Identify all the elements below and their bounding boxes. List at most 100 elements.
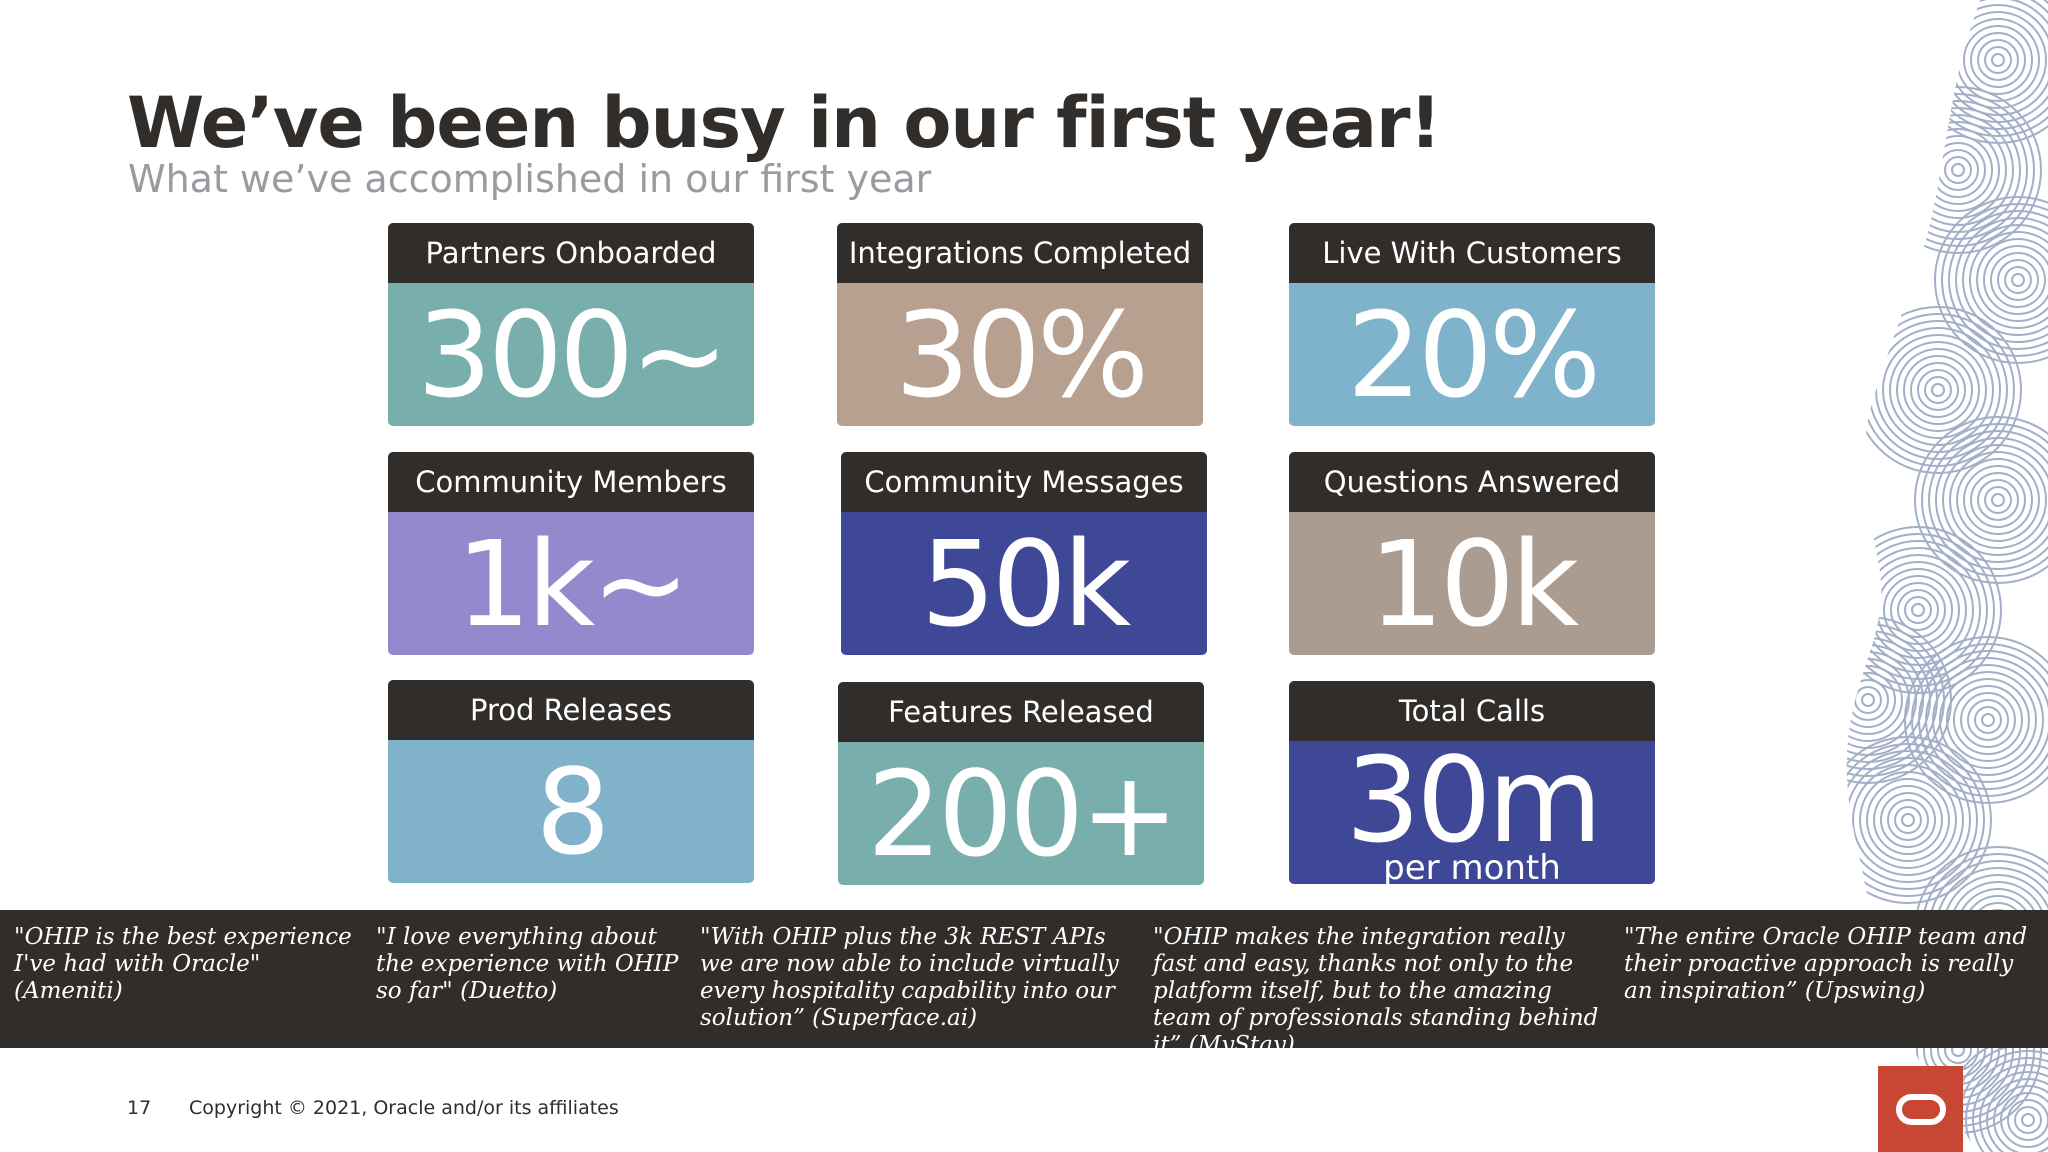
stat-value: 20% [1346, 285, 1601, 424]
stat-label: Integrations Completed [837, 223, 1203, 283]
swirl-ring [1941, 203, 2048, 357]
swirl-ring [1948, 210, 2048, 350]
swirl-ring [1921, 423, 2048, 577]
swirl-ring [1967, 699, 2009, 741]
swirl-ring [1910, 362, 1966, 418]
swirl-ring [1972, 1064, 2048, 1152]
swirl-ring [1866, 778, 1950, 862]
swirl-ring [2000, 1092, 2048, 1148]
swirl-ring [1928, 430, 2048, 570]
swirl-ring [1930, 142, 1986, 198]
swirl-ring [1846, 526, 2002, 694]
swirl-ring [1955, 217, 2048, 343]
swirl-ring [1935, 437, 2048, 563]
swirl-ring [1970, 32, 2026, 88]
swirl-ring [1846, 658, 1910, 742]
slide-subtitle: What we’ve accomplished in our first yea… [128, 157, 932, 201]
swirl-ring [1977, 479, 2019, 521]
copyright-notice: Copyright © 2021, Oracle and/or its affi… [189, 1097, 619, 1119]
swirl-ring [1986, 1078, 2048, 1152]
stat-label: Community Members [388, 452, 754, 512]
swirl-ring [1946, 678, 2030, 762]
stat-tile-features-released: Features Released 200+ [838, 682, 1204, 885]
swirl-ring [1983, 245, 2048, 315]
testimonial-quote: "With OHIP plus the 3k REST APIs we are … [700, 924, 1119, 1031]
swirl-ring [1997, 259, 2039, 301]
swirl-ring [1963, 25, 2033, 95]
swirl-ring [1931, 383, 1945, 397]
stat-label: Prod Releases [388, 680, 754, 740]
stat-value: 200+ [866, 744, 1179, 883]
stat-body: 20% [1289, 283, 1655, 426]
swirl-ring [1965, 1057, 2048, 1152]
swirl-ring [1916, 128, 2000, 212]
swirl-ring [1917, 369, 1959, 411]
swirl-ring [1846, 616, 1952, 784]
swirl-ring [2014, 1106, 2042, 1134]
swirl-ring [1889, 341, 1987, 439]
swirl-ring [1944, 156, 1972, 184]
swirl-ring [1939, 671, 2037, 769]
swirl-ring [1846, 665, 1903, 735]
swirl-ring [2004, 266, 2032, 294]
swirl-ring [1852, 764, 1964, 876]
swirl-ring [1956, 458, 2040, 542]
swirl-ring [1902, 114, 2014, 226]
swirl-ring [1951, 163, 1965, 177]
swirl-ring [2011, 273, 2025, 287]
stat-tile-partners-onboarded: Partners Onboarded 300~ [388, 223, 754, 426]
swirl-ring [1974, 706, 2002, 734]
stat-tile-community-messages: Community Messages 50k [841, 452, 1207, 655]
stat-body: 200+ [838, 742, 1204, 885]
stat-body: 30% [837, 283, 1203, 426]
stat-tile-questions-answered: Questions Answered 10k [1289, 452, 1655, 655]
swirl-ring [1846, 637, 1931, 763]
stat-body: 30m per month [1289, 730, 1655, 884]
swirl-ring [1846, 757, 1971, 883]
swirl-ring [1904, 596, 1932, 624]
stat-value: 30m [1345, 730, 1602, 869]
swirl-ring [1993, 1085, 2048, 1152]
swirl-ring [1969, 231, 2048, 329]
stat-label: Partners Onboarded [388, 223, 754, 283]
slide-title: We’ve been busy in our first year! [127, 82, 1441, 164]
swirl-ring [1882, 334, 1994, 446]
stat-label: Live With Customers [1289, 223, 1655, 283]
swirl-ring [1873, 785, 1943, 855]
testimonial-quote: "The entire Oracle OHIP team and their p… [1624, 924, 2028, 1004]
oracle-logo-icon [1878, 1066, 1963, 1152]
swirl-ring [1904, 636, 2048, 804]
swirl-ring [1984, 486, 2012, 514]
swirl-ring [1901, 813, 1915, 827]
swirl-ring [1846, 533, 1995, 687]
swirl-ring [1846, 672, 1896, 728]
stat-label: Community Messages [841, 452, 1207, 512]
stat-tile-total-calls: Total Calls 30m per month [1289, 681, 1655, 884]
stat-subtext: per month [1383, 848, 1561, 884]
swirl-ring [1854, 306, 2022, 474]
swirl-ring [1962, 224, 2048, 336]
stat-value: 1k~ [455, 514, 690, 653]
swirl-ring [1976, 238, 2048, 322]
swirl-ring [1934, 196, 2048, 364]
swirl-ring [1897, 589, 1939, 631]
stat-value: 8 [535, 742, 610, 881]
testimonials-band: "OHIP is the best experience I've had wi… [0, 910, 2048, 1058]
swirl-ring [1924, 376, 1952, 404]
stat-value: 300~ [416, 285, 729, 424]
stat-body: 50k [841, 512, 1207, 655]
page-number: 17 [127, 1097, 152, 1119]
swirl-ring [1949, 451, 2047, 549]
swirl-ring [1896, 348, 1980, 432]
swirl-ring [1923, 135, 1993, 205]
swirl-ring [1963, 465, 2033, 535]
swirl-ring [2021, 1113, 2035, 1127]
stat-value: 30% [894, 285, 1149, 424]
stat-tile-community-members: Community Members 1k~ [388, 452, 754, 655]
swirl-ring [1984, 46, 2012, 74]
swirl-ring [1874, 86, 2042, 254]
stat-tile-integrations-completed: Integrations Completed 30% [837, 223, 1203, 426]
testimonial-quote: "OHIP makes the integration really fast … [1153, 924, 1599, 1058]
swirl-ring [1953, 685, 2023, 755]
swirl-ring [1846, 736, 1992, 904]
